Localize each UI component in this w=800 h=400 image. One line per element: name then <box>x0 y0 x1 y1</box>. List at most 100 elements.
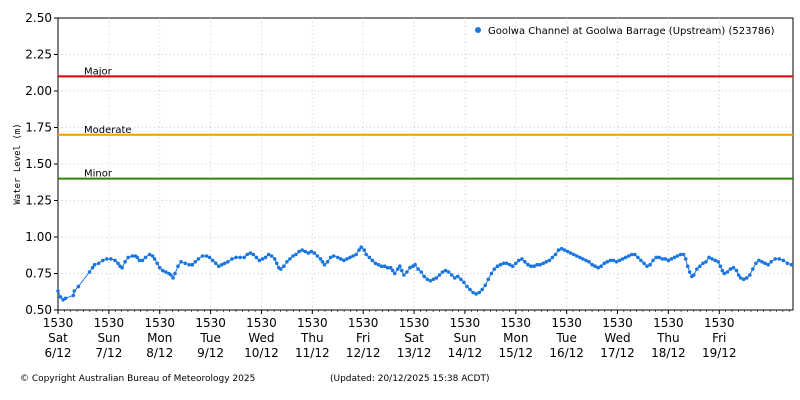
data-point <box>559 246 564 251</box>
data-point <box>495 264 500 269</box>
data-point <box>171 276 175 280</box>
data-point <box>541 261 546 266</box>
data-point <box>701 261 705 266</box>
data-point <box>517 258 521 263</box>
data-point <box>135 255 140 260</box>
x-tick-label: 1530 <box>246 316 277 330</box>
data-point <box>568 251 573 255</box>
data-point <box>651 258 655 263</box>
data-point <box>351 254 355 258</box>
data-point <box>58 295 63 299</box>
data-point <box>611 258 616 263</box>
data-point <box>562 248 567 252</box>
data-point <box>238 255 242 260</box>
data-point <box>766 262 770 267</box>
data-point <box>348 255 352 260</box>
data-point <box>623 255 628 260</box>
x-tick-label: Mon <box>147 331 172 345</box>
x-tick-label: 13/12 <box>397 346 432 360</box>
data-point <box>157 265 162 270</box>
updated-text: (Updated: 20/12/2025 15:38 ACDT) <box>330 374 490 384</box>
data-point <box>390 268 395 273</box>
x-tick-label: 1530 <box>602 316 633 330</box>
data-point <box>274 261 279 266</box>
data-point <box>342 258 346 263</box>
data-point <box>260 257 265 261</box>
data-point <box>120 265 124 270</box>
data-point <box>354 252 358 257</box>
y-tick-label: 1.50 <box>25 157 52 171</box>
data-point <box>328 255 333 260</box>
data-point <box>657 255 661 260</box>
data-point <box>605 260 610 264</box>
data-point <box>297 249 301 254</box>
data-point <box>504 261 509 266</box>
data-point <box>590 262 594 267</box>
y-tick-label: 1.00 <box>25 230 52 244</box>
data-point <box>526 262 530 267</box>
x-tick-label: 9/12 <box>197 346 224 360</box>
data-point <box>617 258 622 263</box>
x-tick-label: Sat <box>404 331 424 345</box>
data-point <box>331 254 336 258</box>
x-tick-label: 1530 <box>399 316 430 330</box>
data-point <box>437 273 442 277</box>
data-point <box>718 264 723 269</box>
data-point <box>769 260 773 264</box>
data-point <box>315 254 320 258</box>
data-point <box>681 252 686 257</box>
x-tick-label: Mon <box>503 331 528 345</box>
x-tick-label: 1530 <box>94 316 125 330</box>
data-point <box>593 264 597 269</box>
data-point <box>459 277 463 282</box>
data-point <box>556 248 561 252</box>
data-point <box>654 255 658 260</box>
data-point <box>672 255 677 260</box>
data-point <box>251 252 256 257</box>
data-point <box>169 273 173 277</box>
data-point <box>376 262 381 267</box>
data-point <box>477 290 482 295</box>
data-point <box>137 258 142 263</box>
data-point <box>532 264 536 269</box>
data-point <box>288 257 292 261</box>
data-point <box>196 257 201 261</box>
data-point <box>282 264 286 269</box>
data-point <box>660 257 665 261</box>
data-point <box>101 258 105 263</box>
data-point <box>325 260 330 264</box>
data-point <box>123 260 127 264</box>
x-tick-label: Tue <box>555 331 577 345</box>
data-point <box>544 260 549 264</box>
data-point <box>520 257 524 261</box>
data-point <box>785 261 790 266</box>
data-point <box>449 273 454 277</box>
data-point <box>263 255 268 260</box>
data-point <box>152 257 157 261</box>
data-point <box>155 261 159 266</box>
data-point <box>707 255 711 260</box>
data-point <box>692 273 696 277</box>
x-tick-label: Sat <box>48 331 68 345</box>
data-point <box>402 273 406 277</box>
data-point <box>777 257 782 261</box>
x-tick-label: 12/12 <box>346 346 381 360</box>
data-point <box>428 279 433 283</box>
x-tick-label: Thu <box>300 331 324 345</box>
data-point <box>204 254 209 258</box>
data-point <box>96 261 101 266</box>
data-point <box>639 258 643 263</box>
data-point <box>183 261 187 266</box>
data-point <box>565 249 570 254</box>
legend-label: Goolwa Channel at Goolwa Barrage (Upstre… <box>488 26 775 37</box>
data-point <box>126 255 130 260</box>
y-tick-label: 0.50 <box>25 303 52 317</box>
data-point <box>636 255 640 260</box>
data-point <box>362 248 367 252</box>
data-point <box>642 261 646 266</box>
data-point <box>446 270 451 274</box>
data-point <box>147 252 152 257</box>
y-axis-label: Water Level (m) <box>13 123 23 204</box>
data-point <box>713 258 717 263</box>
